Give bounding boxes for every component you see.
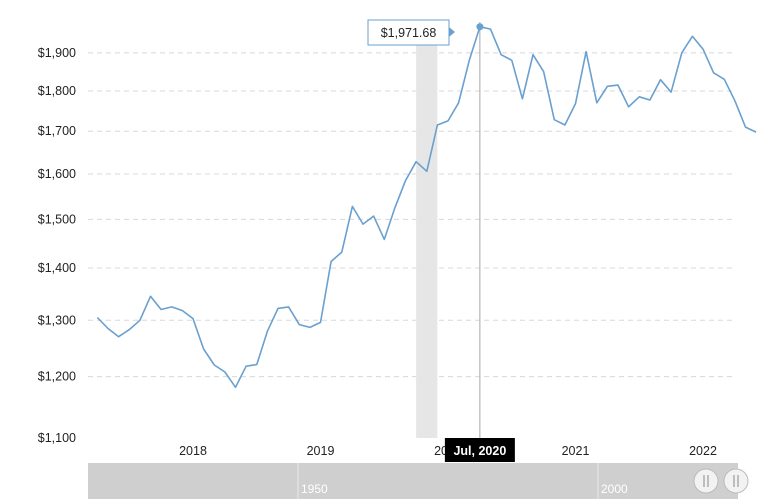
svg-text:$1,971.68: $1,971.68 (381, 26, 437, 40)
y-tick-label: $1,700 (38, 124, 76, 138)
tooltip: $1,971.68 (367, 19, 455, 46)
navigator-track[interactable] (88, 463, 738, 499)
crosshair-date-label: Jul, 2020 (444, 438, 515, 462)
y-tick-label: $1,300 (38, 313, 76, 327)
navigator-left-handle[interactable] (693, 468, 719, 494)
grid-layer (88, 52, 735, 378)
y-tick-label: $1,600 (38, 167, 76, 181)
y-tick-label: $1,400 (38, 261, 76, 275)
navigator-label: 2000 (601, 482, 628, 496)
y-tick-label: $1,900 (38, 46, 76, 60)
y-tick-label: $1,100 (38, 431, 76, 445)
series-line[interactable] (96, 25, 757, 389)
y-tick-label: $1,800 (38, 84, 76, 98)
crosshair-layer: Jul, 2020 (444, 22, 515, 462)
tooltip-layer: $1,971.68 (367, 19, 455, 46)
y-axis: $1,100 $1,200 $1,300 $1,400 $1,500 $1,600 $1,7… (38, 46, 76, 445)
x-tick-label: 2022 (689, 444, 717, 458)
navigator-right-handle[interactable] (723, 468, 749, 494)
navigator[interactable]: 1950 2000 (88, 463, 749, 499)
shaded-band-layer (416, 22, 438, 438)
x-tick-label: 2018 (179, 444, 207, 458)
y-tick-label: $1,200 (38, 370, 76, 384)
x-tick-label: 2019 (307, 444, 335, 458)
y-tick-label: $1,500 (38, 212, 76, 226)
series-layer[interactable] (96, 25, 757, 389)
svg-text:Jul, 2020: Jul, 2020 (453, 444, 506, 458)
shaded-band (416, 22, 438, 438)
hover-point[interactable] (476, 23, 484, 31)
x-tick-label: 2021 (562, 444, 590, 458)
navigator-label: 1950 (301, 482, 328, 496)
